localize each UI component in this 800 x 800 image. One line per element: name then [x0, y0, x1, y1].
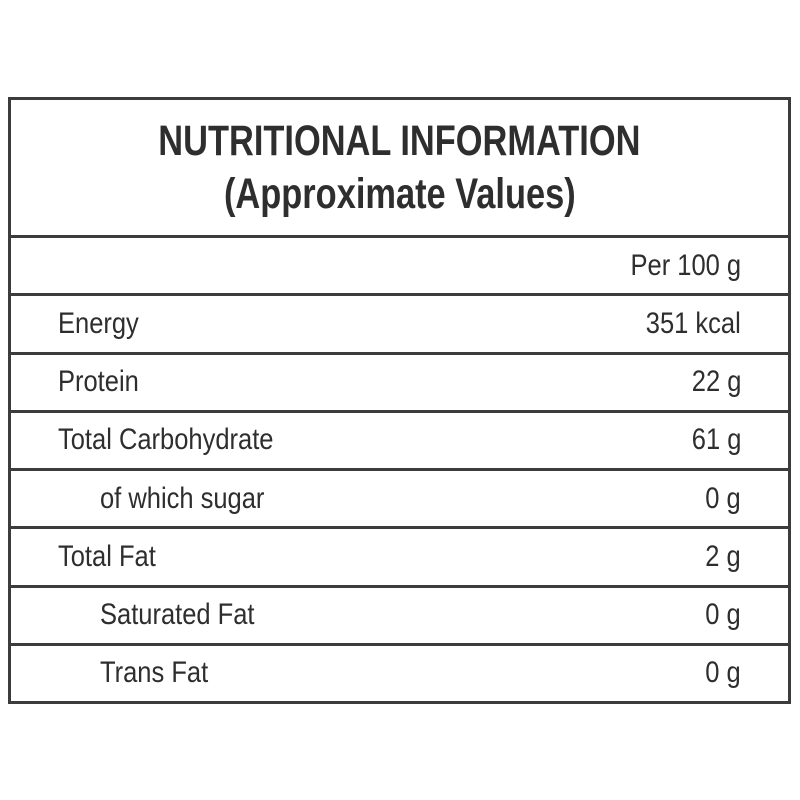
row-value: 2 g	[705, 539, 741, 573]
table-header-row: Per 100 g	[11, 235, 788, 293]
row-label: Trans Fat	[100, 656, 209, 690]
row-value-cell: 0 g	[699, 598, 788, 632]
row-label: Protein	[58, 365, 139, 399]
table-row-total-fat: Total Fat 2 g	[11, 526, 788, 584]
row-value-cell: 61 g	[683, 423, 788, 457]
table-row-of-which-sugar: of which sugar 0 g	[11, 468, 788, 526]
row-value-cell: 22 g	[683, 365, 788, 399]
row-label-cell: of which sugar	[11, 482, 293, 516]
header-value-cell: Per 100 g	[611, 249, 788, 283]
row-value-cell: 0 g	[699, 656, 788, 690]
title-line-1: NUTRITIONAL INFORMATION	[158, 116, 641, 165]
table-row-energy: Energy 351 kcal	[11, 293, 788, 351]
row-value: 0 g	[705, 598, 741, 632]
row-label-cell: Saturated Fat	[11, 598, 282, 632]
row-value: 61 g	[691, 423, 741, 457]
row-label-cell: Protein	[11, 365, 153, 399]
row-value: 0 g	[705, 481, 741, 515]
row-label-cell: Energy	[11, 307, 153, 341]
row-label: Energy	[58, 306, 139, 340]
title-line-2: (Approximate Values)	[223, 169, 576, 218]
row-label: Saturated Fat	[100, 598, 255, 632]
table-title: NUTRITIONAL INFORMATION (Approximate Val…	[11, 100, 788, 235]
row-label-cell: Total Carbohydrate	[11, 423, 311, 457]
row-value: 22 g	[691, 365, 741, 399]
row-label: Total Carbohydrate	[58, 423, 274, 457]
row-label-cell: Total Fat	[11, 540, 173, 574]
table-row-trans-fat: Trans Fat 0 g	[11, 642, 788, 701]
per-100g-header: Per 100 g	[630, 248, 741, 282]
row-value: 351 kcal	[646, 306, 741, 340]
row-label: Total Fat	[58, 539, 156, 573]
table-row-total-carbohydrate: Total Carbohydrate 61 g	[11, 409, 788, 468]
row-value-cell: 2 g	[699, 540, 788, 574]
row-value: 0 g	[705, 656, 741, 690]
table-row-protein: Protein 22 g	[11, 351, 788, 410]
row-label: of which sugar	[100, 481, 265, 515]
nutrition-table: NUTRITIONAL INFORMATION (Approximate Val…	[8, 97, 791, 704]
row-label-cell: Trans Fat	[11, 656, 227, 690]
row-value-cell: 0 g	[699, 482, 788, 516]
table-row-saturated-fat: Saturated Fat 0 g	[11, 584, 788, 643]
row-value-cell: 351 kcal	[629, 307, 788, 341]
